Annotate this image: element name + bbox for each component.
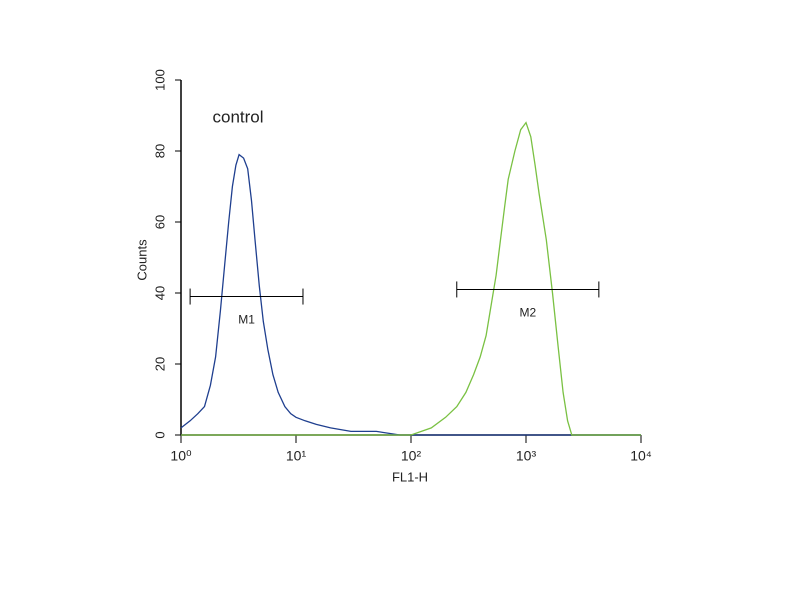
x-axis-label: FL1-H (392, 469, 428, 484)
y-axis-label: Counts (134, 239, 149, 281)
x-tick-label: 10¹ (286, 448, 307, 464)
x-tick-label: 10⁴ (630, 448, 652, 464)
histogram-line (181, 121, 641, 436)
y-tick-label: 80 (152, 144, 167, 158)
x-tick-label: 10⁰ (170, 448, 192, 464)
histogram-line (180, 153, 641, 436)
gate-label: M1 (238, 313, 255, 327)
y-tick-label: 100 (152, 69, 167, 91)
y-tick-label: 40 (152, 286, 167, 300)
y-tick-label: 0 (152, 431, 167, 438)
gate-label: M2 (519, 306, 536, 320)
y-tick-label: 60 (152, 215, 167, 229)
y-tick-label: 20 (152, 357, 167, 371)
x-tick-label: 10³ (516, 448, 537, 464)
x-tick-label: 10² (401, 448, 422, 464)
annotation: control (212, 107, 263, 126)
